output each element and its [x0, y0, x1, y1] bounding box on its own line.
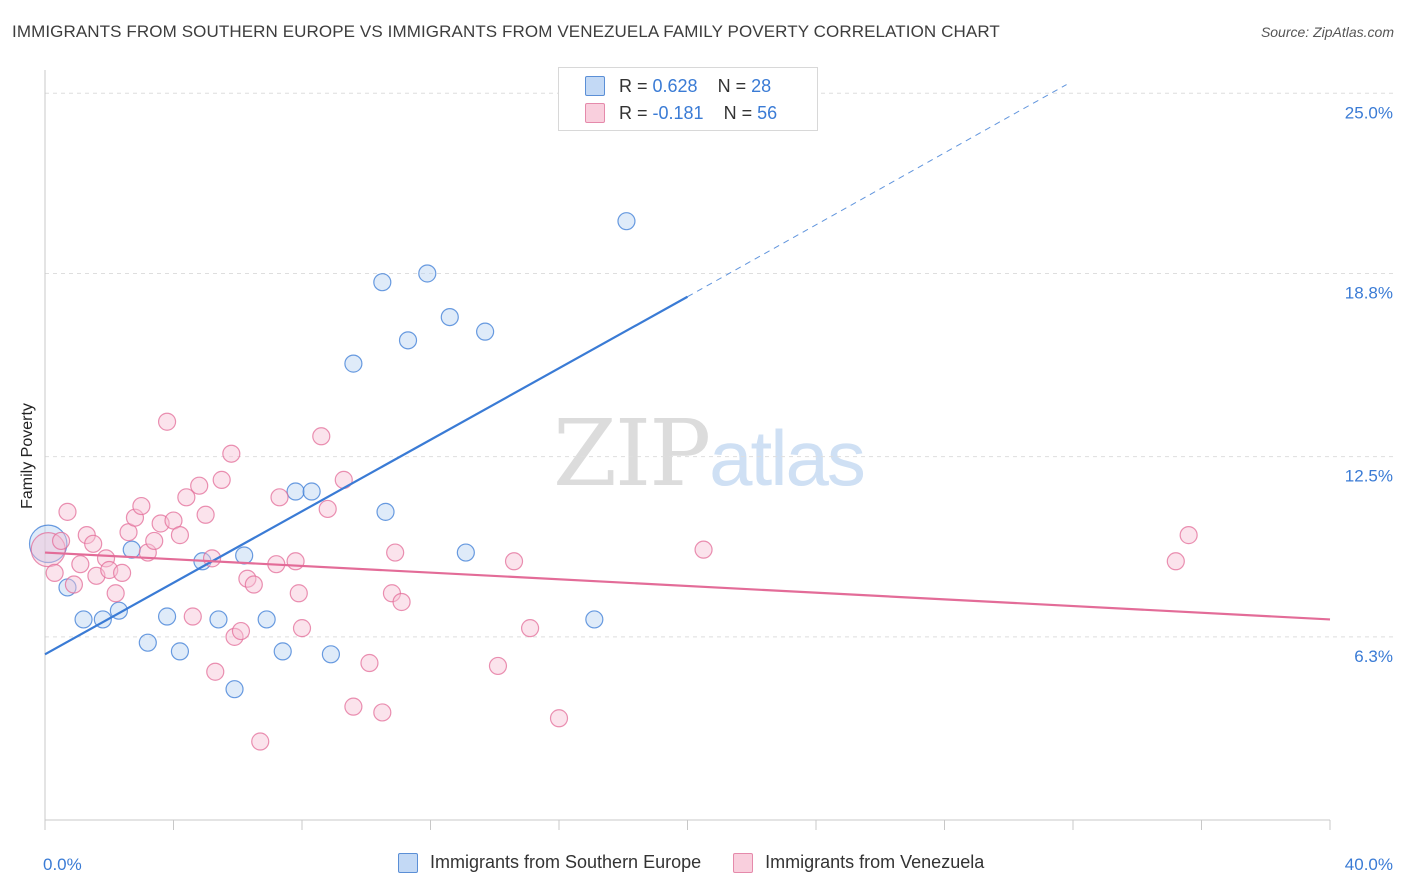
data-point-venezuela [312, 427, 331, 446]
data-point-venezuela [112, 563, 132, 583]
legend-n-label: N = [723, 102, 758, 123]
data-point-venezuela [360, 653, 379, 673]
x-tick-label: 40.0% [1345, 855, 1393, 874]
legend-n-label: N = [717, 75, 752, 96]
data-point-venezuela [504, 552, 524, 571]
data-point-venezuela [386, 543, 405, 562]
legend-r-label: R = [619, 75, 653, 96]
data-point-venezuela [84, 534, 103, 553]
data-point-southern-europe [398, 331, 418, 350]
data-point-southern-europe [257, 610, 276, 629]
data-point-southern-europe [302, 482, 321, 501]
watermark-zip: ZIP [553, 400, 711, 507]
y-tick-label: 25.0% [1345, 103, 1393, 122]
watermark-atlas: atlas [709, 414, 866, 502]
data-point-venezuela [344, 697, 363, 716]
x-tick-label: 0.0% [43, 855, 82, 874]
data-point-venezuela [51, 531, 71, 551]
data-point-venezuela [231, 621, 251, 641]
series-legend: Immigrants from Southern Europe Immigran… [398, 852, 1016, 873]
legend-r-label: R = [619, 102, 653, 123]
data-point-venezuela [251, 732, 270, 751]
data-point-venezuela [244, 575, 263, 594]
data-point-southern-europe [273, 642, 292, 661]
series-legend-label: Immigrants from Venezuela [765, 852, 985, 872]
data-point-venezuela [206, 662, 225, 681]
data-point-southern-europe [170, 642, 190, 661]
legend-swatch-blue [585, 76, 605, 96]
series-legend-item-southern-europe: Immigrants from Southern Europe [398, 852, 701, 873]
data-point-southern-europe [376, 502, 395, 521]
legend-n-value: 28 [751, 75, 772, 96]
series-legend-item-venezuela: Immigrants from Venezuela [733, 852, 984, 873]
legend-row-southern-europe: R = 0.628 N = 28 [585, 74, 772, 98]
source-label: Source: ZipAtlas.com [1260, 24, 1394, 40]
data-point-venezuela [145, 531, 164, 551]
data-point-venezuela [64, 575, 84, 594]
data-point-southern-europe [476, 322, 495, 341]
data-point-venezuela [1179, 526, 1198, 545]
data-point-venezuela [212, 470, 231, 489]
trendline-southern-europe [44, 295, 689, 656]
legend-r-value: -0.181 [652, 102, 704, 123]
data-point-venezuela [318, 499, 337, 519]
data-point-southern-europe [209, 610, 228, 629]
data-point-venezuela [71, 555, 90, 574]
data-point-venezuela [270, 488, 289, 507]
data-point-venezuela [289, 584, 308, 603]
data-point-venezuela [45, 563, 64, 583]
data-point-southern-europe [286, 482, 305, 501]
data-point-southern-europe [617, 212, 636, 231]
data-point-venezuela [170, 526, 190, 545]
y-tick-label: 18.8% [1345, 283, 1393, 302]
data-point-southern-europe [138, 633, 157, 652]
data-point-venezuela [96, 549, 116, 568]
data-point-venezuela [286, 552, 305, 571]
data-point-venezuela [694, 540, 713, 559]
y-tick-label: 12.5% [1345, 467, 1393, 486]
data-point-venezuela [392, 592, 411, 612]
data-point-southern-europe [585, 610, 604, 629]
legend-n-value: 56 [757, 102, 778, 123]
data-point-southern-europe [373, 273, 392, 292]
data-point-venezuela [1166, 552, 1185, 571]
data-point-southern-europe [440, 307, 459, 327]
data-point-venezuela [373, 703, 392, 722]
watermark: ZIPatlas [553, 400, 866, 507]
data-point-southern-europe [344, 354, 363, 373]
data-point-southern-europe [157, 607, 177, 626]
data-point-venezuela [157, 412, 177, 431]
data-point-southern-europe [74, 610, 93, 629]
data-point-southern-europe [225, 680, 244, 699]
data-point-southern-europe [456, 543, 475, 562]
chart-title: IMMIGRANTS FROM SOUTHERN EUROPE VS IMMIG… [12, 22, 1000, 41]
data-point-venezuela [183, 607, 202, 626]
data-point-venezuela [549, 709, 569, 728]
legend-swatch-pink [585, 103, 605, 123]
data-point-venezuela [58, 502, 77, 521]
data-point-venezuela [196, 505, 215, 524]
data-point-venezuela [125, 508, 145, 527]
data-point-southern-europe [418, 264, 437, 283]
data-point-venezuela [190, 476, 209, 495]
y-tick-label: 6.3% [1354, 647, 1393, 666]
data-point-venezuela [106, 584, 125, 603]
data-point-venezuela [177, 488, 196, 507]
legend-row-venezuela: R = -0.181 N = 56 [585, 101, 778, 125]
series-swatch-pink [733, 852, 754, 873]
data-point-southern-europe [321, 645, 341, 664]
correlation-legend: R = 0.628 N = 28 R = -0.181 N = 56 [558, 67, 818, 131]
data-point-venezuela [222, 444, 241, 463]
data-point-southern-europe [122, 540, 141, 559]
data-point-venezuela [132, 496, 151, 516]
legend-r-value: 0.628 [652, 75, 698, 96]
data-point-venezuela [292, 619, 312, 638]
trendline-venezuela [44, 551, 1331, 621]
data-point-venezuela [488, 656, 508, 676]
series-swatch-blue [398, 852, 418, 873]
data-point-southern-europe [235, 546, 254, 565]
data-point-venezuela [520, 619, 540, 638]
series-legend-label: Immigrants from Southern Europe [430, 852, 702, 872]
